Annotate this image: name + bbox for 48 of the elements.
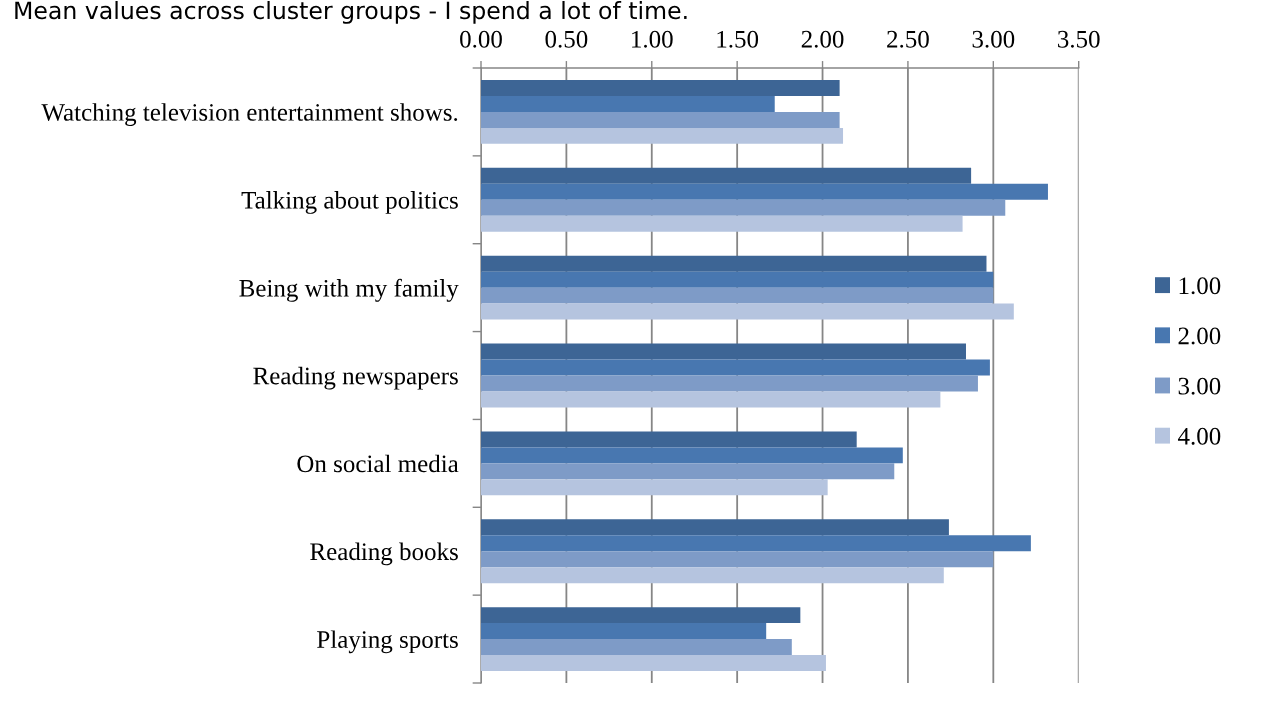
bar	[481, 431, 857, 448]
bar	[481, 287, 994, 304]
bar	[481, 127, 844, 144]
bar	[481, 551, 994, 568]
bar	[481, 391, 941, 408]
x-tick-label: 1.50	[717, 30, 759, 48]
bar	[481, 79, 840, 96]
y-tick-label: Talking about politics	[241, 191, 458, 214]
bar	[481, 303, 1014, 320]
legend-label: 1.00	[1179, 277, 1221, 295]
x-tick-label: 0.00	[460, 30, 502, 48]
y-tick-label: Playing sports	[317, 630, 458, 654]
x-tick-label: 0.50	[545, 30, 588, 48]
bar	[481, 215, 963, 232]
bar	[481, 343, 966, 360]
bar	[481, 375, 978, 392]
bar	[481, 479, 828, 496]
bar	[481, 359, 990, 376]
x-tick-label: 3.50	[1058, 30, 1100, 48]
bar	[481, 95, 775, 112]
y-tick-label: Reading books	[310, 542, 458, 566]
bar	[481, 199, 1006, 216]
bar	[481, 519, 949, 536]
bar	[481, 183, 1048, 200]
y-tick-label: Reading newspapers	[253, 366, 458, 390]
y-tick-label: On social media	[297, 454, 459, 473]
bar	[481, 535, 1031, 552]
x-tick-label: 1.00	[632, 30, 673, 48]
bar	[481, 607, 801, 624]
legend-label: 3.00	[1178, 377, 1221, 395]
x-tick-label: 3.00	[972, 30, 1015, 48]
bar	[481, 463, 895, 480]
legend-label: 4.00	[1177, 427, 1221, 445]
bar	[481, 447, 903, 464]
bar	[481, 639, 792, 656]
bar	[481, 111, 840, 128]
bar	[481, 271, 994, 288]
y-tick-label: Being with my family	[239, 278, 459, 302]
bar	[481, 623, 767, 640]
bar	[481, 567, 944, 584]
bar	[481, 655, 826, 672]
legend-label: 2.00	[1178, 327, 1221, 345]
bar	[481, 167, 972, 184]
chart-title: Mean values across cluster groups - I spend a lot of time.	[15, 1, 687, 24]
bar	[481, 255, 987, 272]
x-tick-label: 2.00	[801, 30, 844, 48]
y-tick-label: Watching television entertainment shows.	[41, 103, 458, 126]
x-tick-label: 2.50	[887, 30, 929, 48]
